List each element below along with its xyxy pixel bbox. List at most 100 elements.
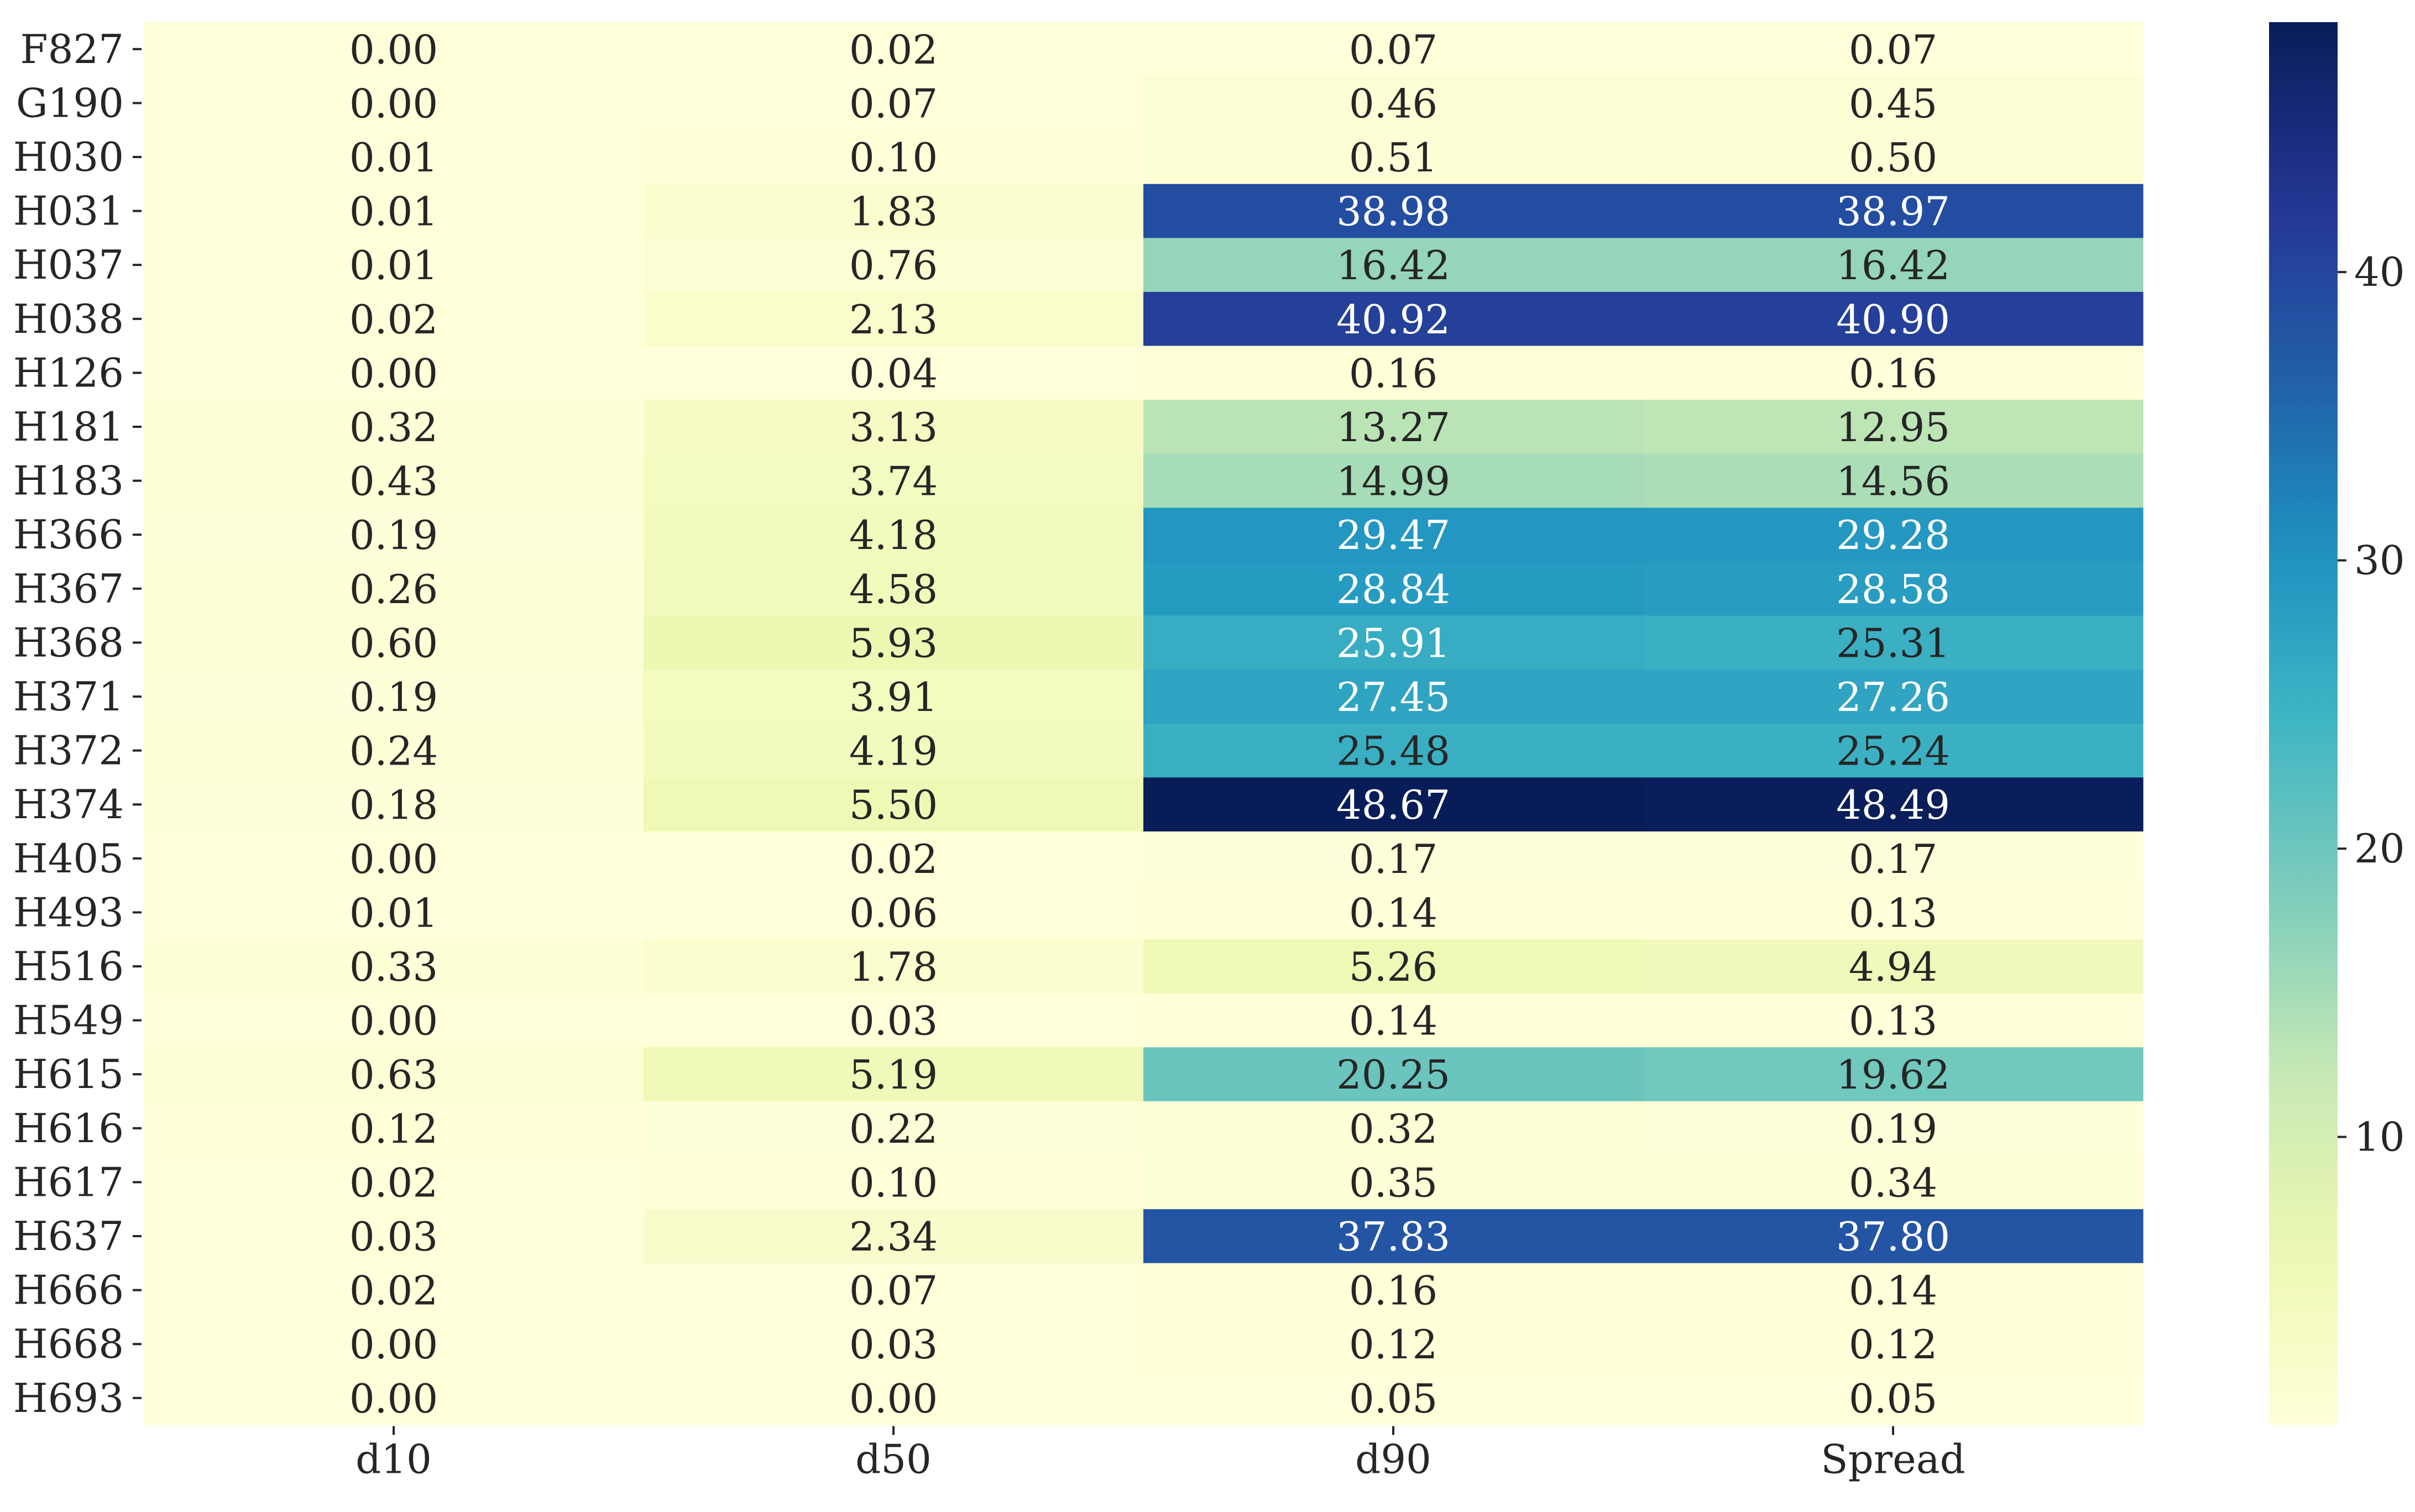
- heatmap-cell-label: 4.18: [849, 512, 938, 558]
- heatmap-cell: [144, 939, 644, 994]
- heatmap-cell-label: 0.02: [349, 296, 438, 343]
- x-axis: d10 d50 d90 Spread: [356, 1426, 1966, 1483]
- heatmap-cell: [644, 1371, 1144, 1426]
- y-axis: F827 G190 H030 H031 H037 H038 H126 H181 H183 H366…: [13, 26, 142, 1421]
- heatmap-cell: [1643, 184, 2144, 238]
- heatmap-cell: [644, 453, 1144, 508]
- y-tick-label: F827: [20, 26, 124, 72]
- heatmap-cell-label: 0.45: [1849, 80, 1937, 127]
- heatmap-cell-label: 0.14: [1349, 998, 1438, 1044]
- heatmap-cell-label: 0.01: [349, 242, 438, 289]
- heatmap-cell-label: 0.00: [349, 80, 438, 127]
- y-tick-label: H405: [13, 835, 124, 882]
- heatmap-cell: [144, 508, 644, 562]
- heatmap-cell-label: 0.02: [849, 27, 938, 73]
- y-tick-label: H549: [13, 997, 124, 1044]
- heatmap-cell-label: 0.00: [349, 836, 438, 882]
- heatmap-cell: [144, 669, 644, 724]
- heatmap-cell: [1143, 777, 1644, 832]
- heatmap-cell: [1643, 1155, 2144, 1210]
- heatmap-cell-label: 0.10: [849, 134, 938, 181]
- heatmap-cell-label: 0.05: [1349, 1375, 1438, 1422]
- heatmap-cell: [1643, 238, 2144, 292]
- y-tick-label: H693: [13, 1375, 124, 1421]
- heatmap-cell-label: 40.92: [1336, 296, 1450, 343]
- heatmap-cell: [144, 1263, 644, 1317]
- heatmap-cell: [644, 723, 1144, 778]
- heatmap-cell-label: 48.49: [1836, 782, 1950, 828]
- heatmap-cell-label: 0.46: [1349, 80, 1438, 127]
- heatmap-cell-label: 0.10: [849, 1159, 938, 1206]
- x-tick-label: d90: [1355, 1436, 1431, 1483]
- heatmap-cell-label: 5.93: [849, 620, 938, 666]
- heatmap-cell: [644, 508, 1144, 562]
- heatmap-cell: [1143, 130, 1644, 185]
- heatmap-cell-label: 5.50: [849, 782, 938, 828]
- y-tick-label: H031: [13, 188, 124, 234]
- colorbar: 10 20 30 40: [2269, 22, 2405, 1425]
- y-tick-label: H372: [13, 728, 124, 774]
- heatmap-cell: [144, 831, 644, 886]
- heatmap-cell: [644, 130, 1144, 185]
- heatmap-cell-label: 25.31: [1836, 620, 1950, 666]
- heatmap-cell: [1643, 1047, 2144, 1102]
- heatmap-cell-label: 0.19: [349, 674, 438, 720]
- heatmap-cell: [644, 777, 1144, 832]
- heatmap-cell-label: 37.80: [1836, 1213, 1950, 1260]
- heatmap-cell: [1143, 669, 1644, 724]
- heatmap-cell-label: 0.03: [849, 1321, 938, 1368]
- heatmap-cell-label: 0.00: [349, 1321, 438, 1368]
- heatmap-cell: [1643, 993, 2144, 1048]
- y-tick-label: H037: [13, 242, 124, 288]
- heatmap-cell-label: 0.07: [1349, 27, 1438, 73]
- heatmap-cell-label: 27.26: [1836, 674, 1950, 720]
- y-tick-label: G190: [16, 80, 124, 126]
- heatmap-cell: [1143, 885, 1644, 940]
- heatmap-cell-label: 29.28: [1836, 512, 1950, 558]
- heatmap-cell-label: 0.03: [849, 998, 938, 1044]
- heatmap-cell: [644, 562, 1144, 616]
- heatmap-cell-label: 0.14: [1349, 890, 1438, 936]
- heatmap-cell: [644, 346, 1144, 400]
- heatmap-cell-label: 1.78: [849, 944, 938, 990]
- heatmap-cell: [144, 1047, 644, 1102]
- heatmap-cell: [1143, 346, 1644, 400]
- heatmap-cell-label: 0.01: [349, 189, 438, 235]
- y-tick-label: H367: [13, 566, 124, 612]
- heatmap-cell: [644, 292, 1144, 347]
- y-tick-label: H666: [13, 1267, 124, 1314]
- heatmap-cell-label: 3.74: [849, 458, 938, 505]
- heatmap-cell: [144, 346, 644, 400]
- heatmap-cell: [1143, 831, 1644, 886]
- heatmap-cell: [1643, 939, 2144, 994]
- heatmap-cell-label: 0.32: [349, 404, 438, 451]
- heatmap-cell: [1643, 508, 2144, 562]
- heatmap-cell: [1143, 993, 1644, 1048]
- heatmap-cell-label: 0.13: [1849, 890, 1937, 936]
- heatmap-cell: [1643, 1317, 2144, 1372]
- heatmap-cell-label: 0.17: [1349, 836, 1438, 882]
- heatmap-cell-label: 16.42: [1836, 242, 1950, 289]
- heatmap-cell-label: 25.48: [1336, 728, 1450, 775]
- heatmap-cell: [1143, 1101, 1644, 1156]
- heatmap-cell: [144, 777, 644, 832]
- y-tick-label: H038: [13, 296, 124, 342]
- heatmap-cell: [144, 885, 644, 940]
- heatmap-cell: [1643, 562, 2144, 616]
- heatmap-cell-label: 0.43: [349, 458, 438, 505]
- heatmap-cell-label: 0.16: [1349, 1268, 1438, 1314]
- heatmap-cell: [1643, 1263, 2144, 1317]
- heatmap-cell-label: 0.22: [849, 1106, 938, 1152]
- heatmap-cell: [144, 1317, 644, 1372]
- heatmap-cell-label: 0.04: [849, 350, 938, 396]
- heatmap-cell: [644, 885, 1144, 940]
- y-tick-label: H183: [13, 458, 124, 504]
- heatmap-cell-label: 20.25: [1336, 1051, 1450, 1098]
- heatmap-cell-label: 5.19: [849, 1051, 938, 1098]
- heatmap-cell-label: 0.76: [849, 242, 938, 289]
- heatmap-cell: [1143, 723, 1644, 778]
- heatmap-cell: [144, 238, 644, 292]
- heatmap-cell: [144, 1371, 644, 1426]
- heatmap-cell-label: 0.07: [1849, 27, 1937, 73]
- heatmap-cell: [1643, 669, 2144, 724]
